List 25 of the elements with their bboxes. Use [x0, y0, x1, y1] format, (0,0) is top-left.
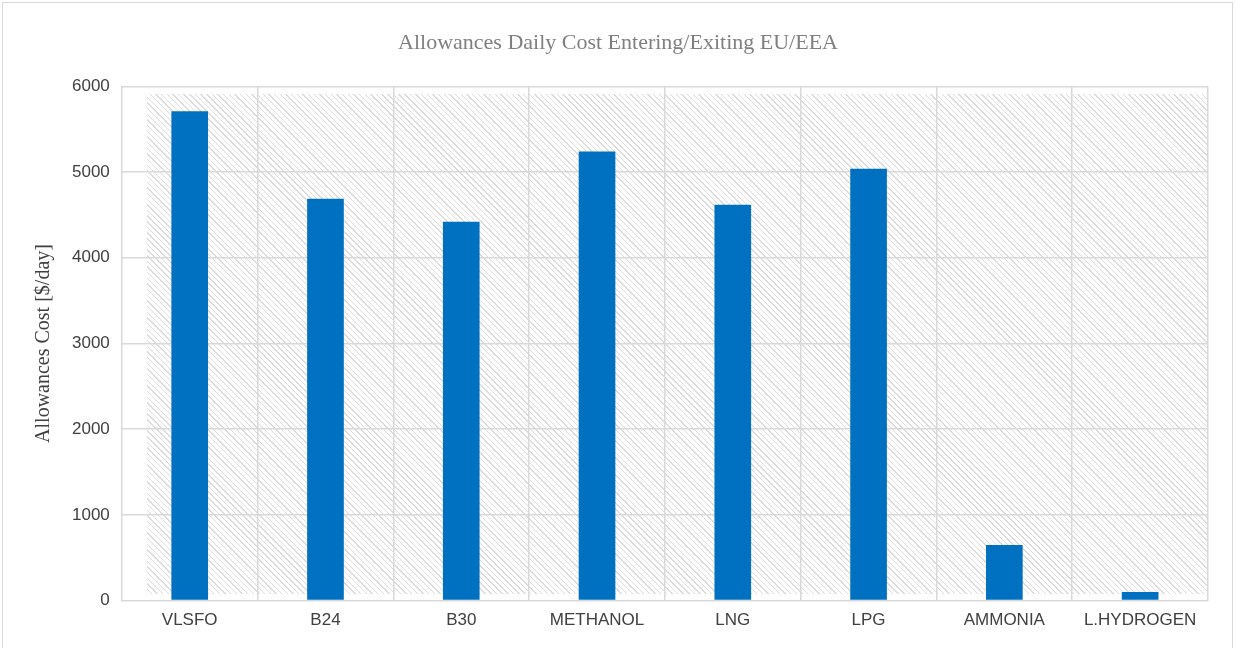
x-tick-label: LNG	[715, 610, 751, 630]
x-tick-label: B24	[310, 610, 341, 630]
y-tick-label: 6000	[71, 76, 110, 96]
bar	[171, 111, 209, 600]
bar	[442, 221, 480, 600]
chart-title: Allowances Daily Cost Entering/Exiting EU/EEA	[398, 28, 839, 54]
y-tick-label: 2000	[71, 418, 110, 438]
y-tick-label: 1000	[71, 504, 110, 524]
y-axis-title: Allowances Cost [$/day]	[31, 244, 55, 443]
bar	[1121, 592, 1159, 600]
x-tick-label: METHANOL	[549, 610, 645, 630]
x-tick-label: LPG	[851, 610, 886, 630]
bar	[986, 544, 1023, 600]
x-tick-label: B30	[446, 610, 477, 630]
bar	[714, 204, 752, 600]
y-tick-label: 4000	[71, 247, 110, 267]
y-tick-label: 5000	[71, 161, 110, 181]
y-tick-label: 3000	[71, 333, 110, 353]
y-tick-label: 0	[100, 590, 110, 610]
x-tick-label: L.HYDROGEN	[1083, 610, 1197, 630]
bar	[307, 198, 344, 600]
x-tick-label: AMMONIA	[963, 610, 1046, 630]
bar	[850, 168, 887, 600]
x-tick-label: VLSFO	[161, 610, 218, 630]
bar	[578, 151, 616, 600]
